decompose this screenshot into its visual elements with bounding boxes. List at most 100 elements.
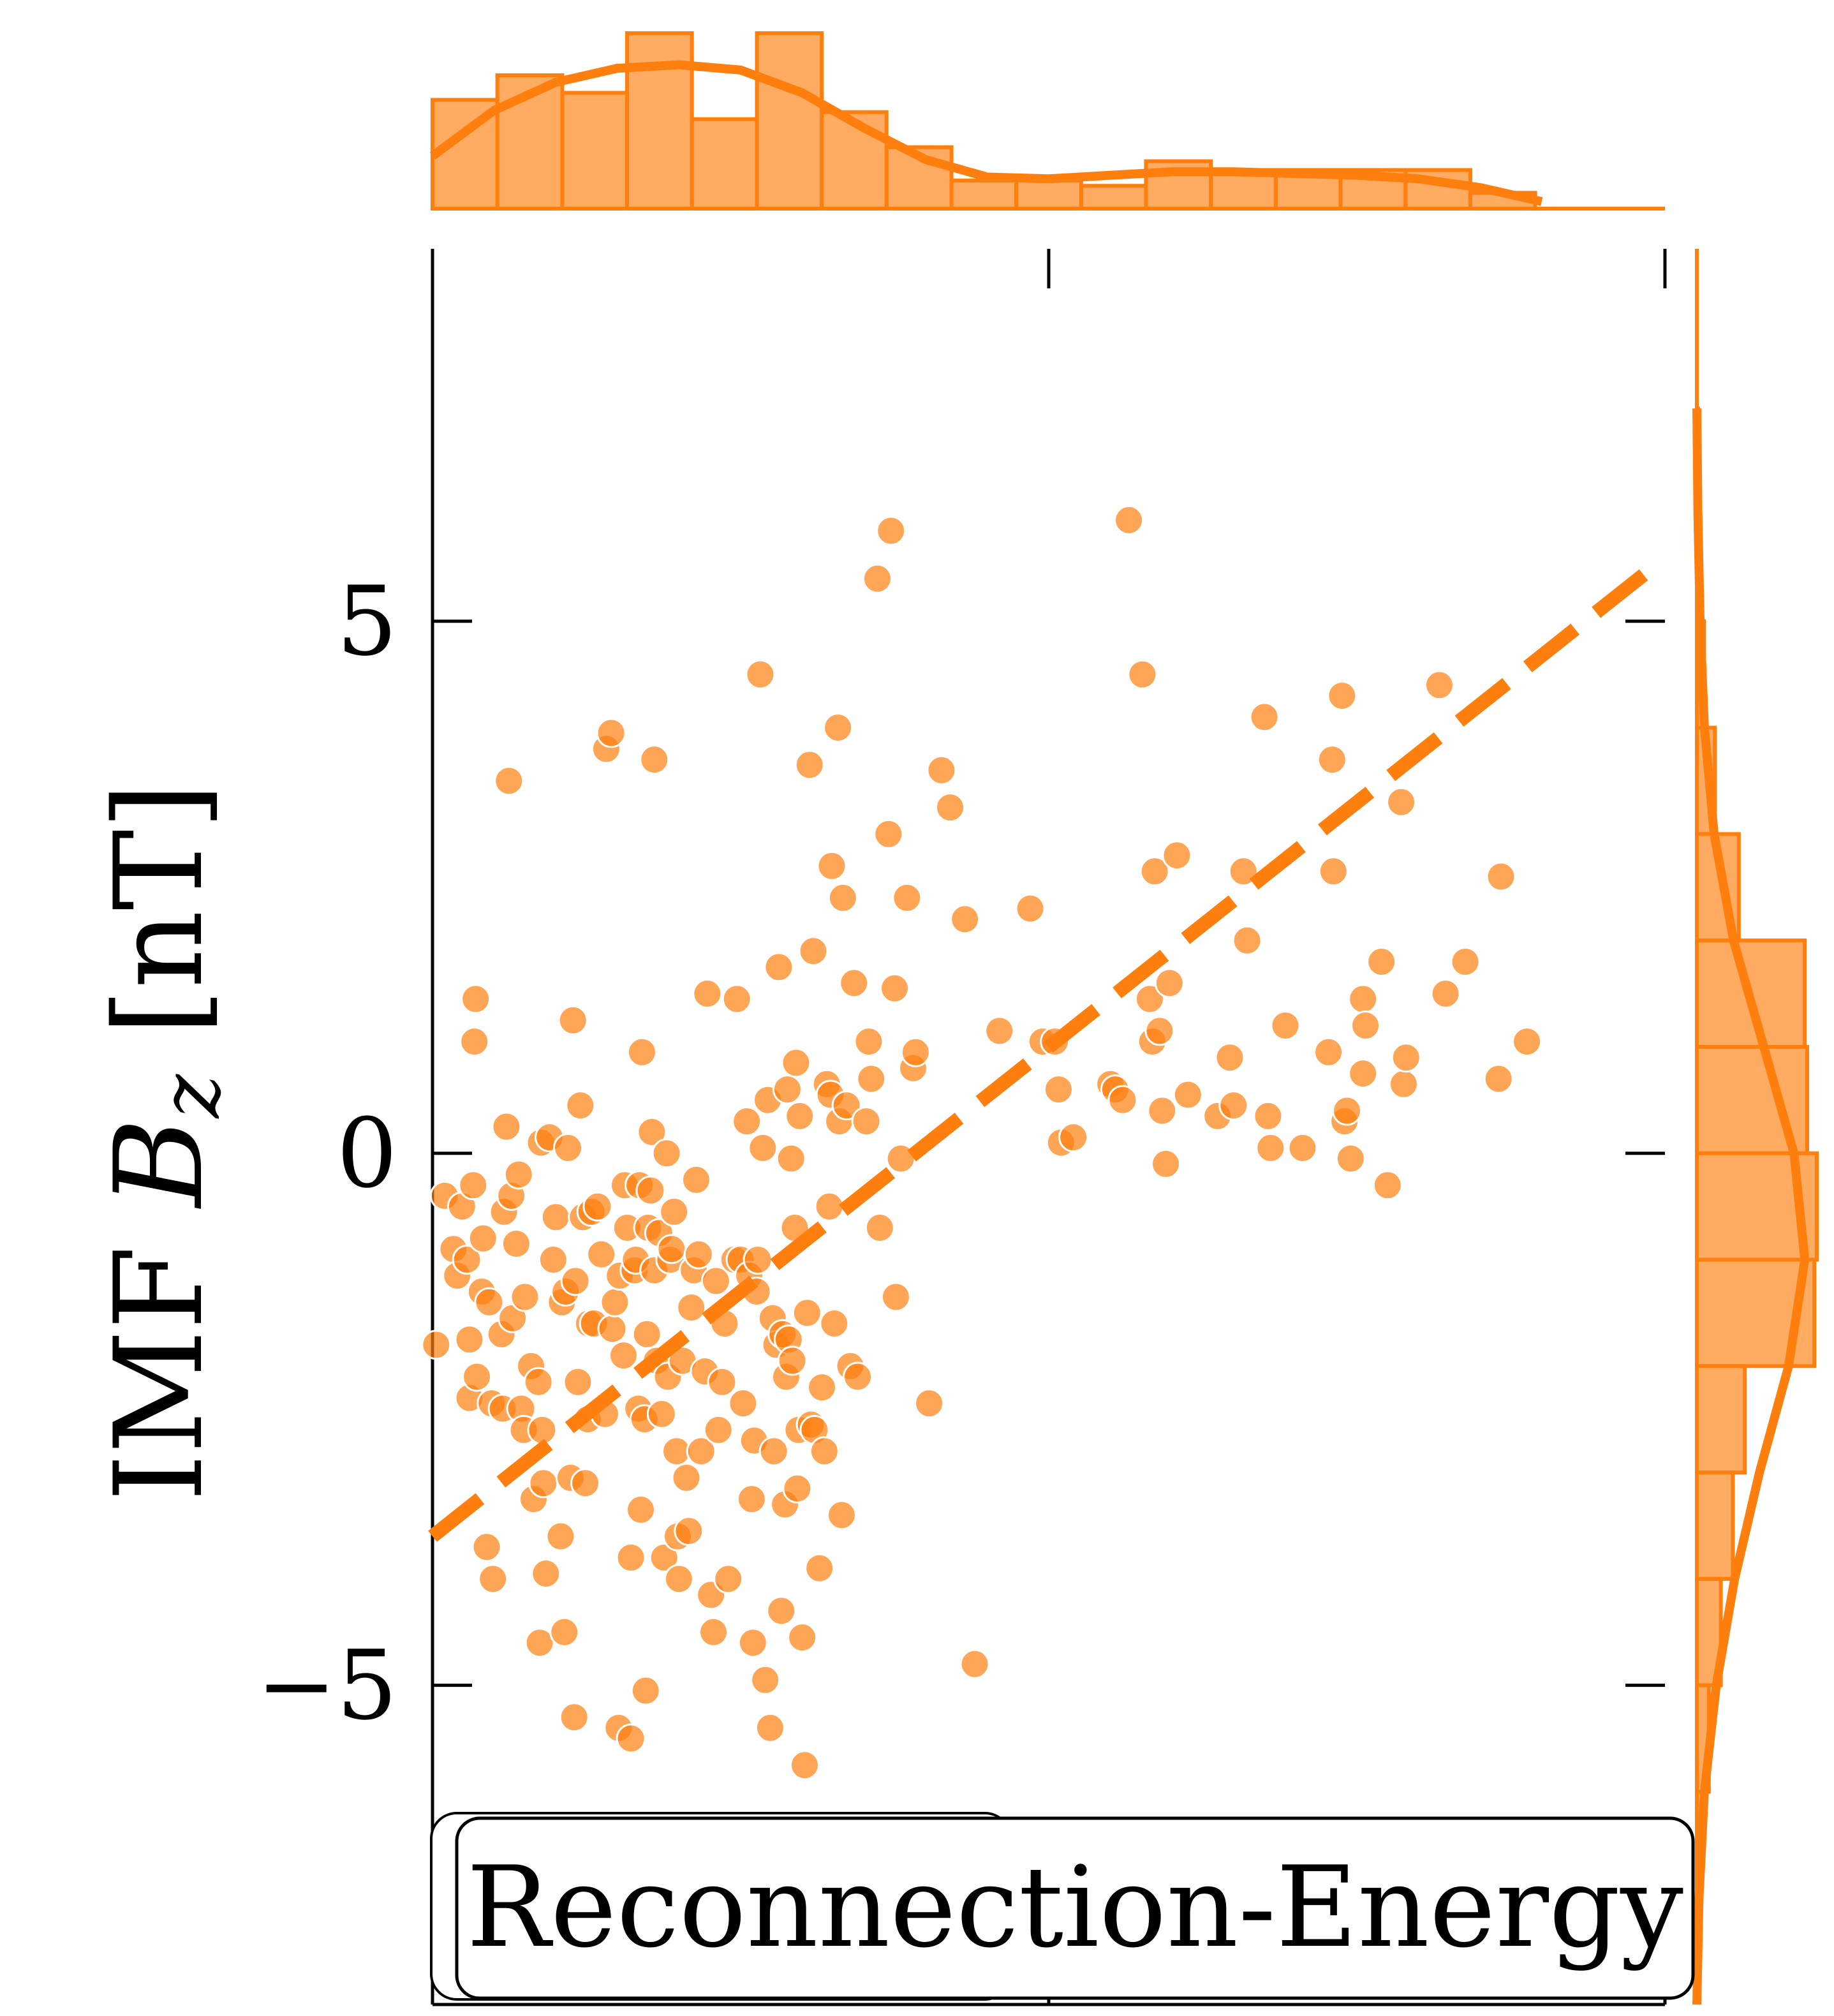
legend: Reconnection-Energy	[430, 1812, 1695, 2001]
scatter-point	[626, 1037, 657, 1067]
scatter-point	[663, 1564, 694, 1594]
scatter-point	[1147, 1095, 1178, 1126]
scatter-point	[459, 1027, 490, 1057]
scatter-point	[524, 1627, 555, 1658]
scatter-point	[494, 766, 524, 796]
top-histogram-bar	[690, 117, 759, 211]
scatter-point	[776, 1143, 806, 1174]
top-histogram-bar	[820, 110, 889, 211]
scatter-point	[1348, 984, 1379, 1014]
scatter-point	[1430, 979, 1461, 1009]
scatter-point	[1058, 1122, 1089, 1153]
scatter-point	[1270, 1011, 1301, 1041]
top-kde-curve	[429, 60, 1543, 206]
scatter-point	[1483, 1064, 1514, 1094]
scatter-point	[782, 1473, 813, 1504]
scatter-point	[698, 1617, 728, 1647]
scatter-point	[764, 952, 794, 982]
scatter-point	[503, 1159, 534, 1190]
scatter-point	[819, 1308, 850, 1339]
scatter-point	[950, 904, 980, 935]
scatter-point	[491, 1111, 522, 1142]
scatter-point	[809, 1436, 839, 1467]
scatter-point	[540, 1202, 571, 1233]
scatter-point	[597, 1314, 628, 1344]
top-histogram-bar	[949, 179, 1019, 211]
top-histogram-bar	[1014, 179, 1083, 211]
scatter-point	[807, 1372, 838, 1403]
scatter-point	[570, 1468, 601, 1499]
scatter-point	[1348, 1058, 1379, 1089]
y-tick-label: 5	[337, 567, 397, 678]
scatter-point	[826, 1500, 857, 1531]
scatter-point	[748, 1132, 778, 1163]
scatter-point	[713, 1564, 744, 1594]
y-axis-label-text: IMF Bz [nT]	[89, 782, 239, 1502]
scatter-point	[1139, 856, 1170, 887]
scatter-point	[823, 713, 854, 743]
scatter-point	[772, 1074, 802, 1105]
scatter-point	[681, 1164, 711, 1195]
scatter-point	[854, 1027, 884, 1057]
scatter-point	[474, 1287, 505, 1317]
scatter-point	[1386, 787, 1417, 817]
scatter-point	[458, 1170, 489, 1201]
y-axis-label: IMF Bz [nT]	[89, 782, 239, 1502]
scatter-point	[743, 1244, 773, 1275]
scatter-point	[827, 882, 858, 913]
scatter-point	[1215, 1042, 1245, 1073]
scatter-point	[766, 1596, 797, 1626]
scatter-point	[745, 659, 776, 690]
scatter-point	[692, 979, 723, 1009]
scatter-point	[1255, 1132, 1286, 1163]
scatter-point	[1144, 1016, 1175, 1046]
scatter-point	[635, 1175, 666, 1206]
scatter-point	[1253, 1101, 1283, 1131]
scatter-point	[864, 1212, 895, 1243]
scatter-point	[596, 718, 626, 748]
scatter-point	[454, 1324, 485, 1355]
scatter-point	[851, 1106, 882, 1137]
top-marginal-histogram	[429, 31, 1665, 211]
scatter-point	[831, 1090, 862, 1121]
scatter-point	[1512, 1027, 1542, 1057]
scatter-point	[1350, 1011, 1381, 1041]
scatter-point	[839, 968, 869, 998]
scatter-point	[651, 1138, 682, 1169]
scatter-point	[777, 1345, 808, 1376]
scatter-point	[732, 1106, 762, 1137]
scatter-point	[1287, 1132, 1318, 1163]
scatter-point	[1107, 1085, 1138, 1115]
scatter-point	[755, 1712, 785, 1743]
scatter-point	[750, 1664, 781, 1695]
scatter-point	[1015, 893, 1046, 924]
scatter-point	[1127, 659, 1158, 690]
top-histogram-bar	[884, 145, 954, 211]
scatter-point	[880, 1282, 911, 1312]
scatter-points	[421, 505, 1542, 1781]
scatter-point	[1232, 925, 1262, 956]
scatter-point	[527, 1414, 558, 1445]
right-marginal-histogram	[1692, 249, 1819, 2005]
scatter-point	[421, 1330, 452, 1360]
scatter-point	[586, 1239, 617, 1270]
scatter-point	[1366, 946, 1397, 977]
scatter-point	[814, 1191, 845, 1222]
scatter-point	[1486, 861, 1516, 892]
scatter-point	[1327, 681, 1357, 711]
scatter-point	[531, 1559, 561, 1589]
scatter-point	[462, 1361, 492, 1392]
scatter-point	[1450, 946, 1481, 977]
scatter-point	[523, 1367, 554, 1397]
scatter-point	[792, 1298, 822, 1328]
scatter-point	[703, 1414, 734, 1445]
scatter-point	[639, 745, 670, 775]
scatter-point	[1218, 1090, 1249, 1121]
scatter-point	[736, 1484, 767, 1515]
scatter-point	[1151, 1148, 1181, 1179]
legend-frame	[455, 1816, 1695, 2000]
scatter-point	[553, 1132, 584, 1163]
scatter-point	[856, 1064, 887, 1094]
scatter-point	[510, 1282, 540, 1312]
scatter-point	[1313, 1037, 1344, 1067]
